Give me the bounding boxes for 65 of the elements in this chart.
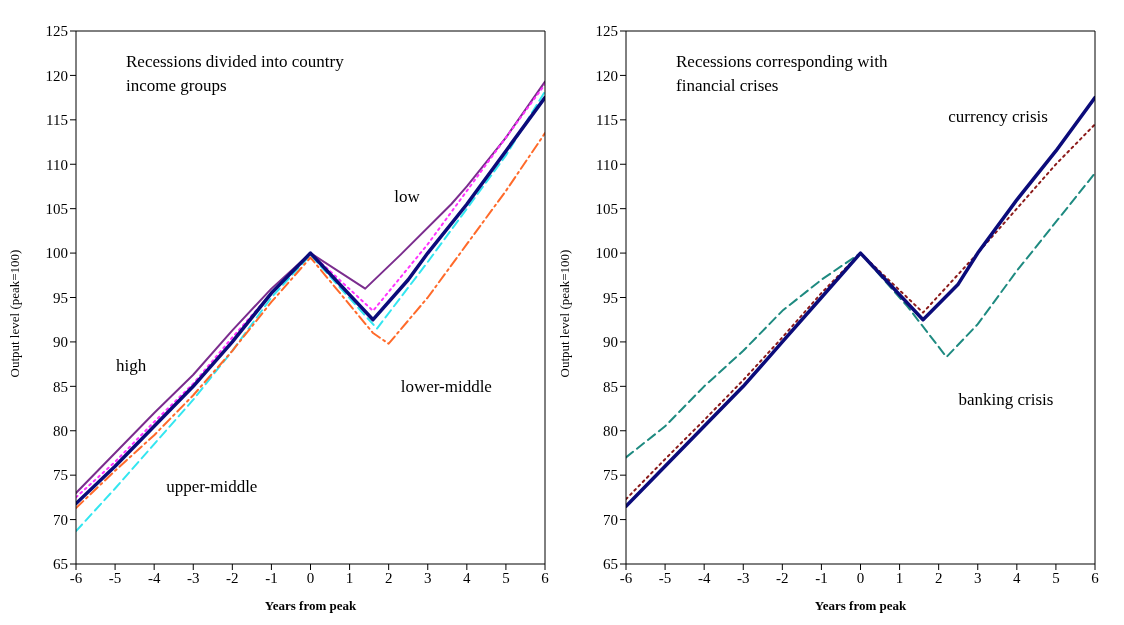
y-tick-label: 105 [595, 200, 618, 217]
x-tick-label: 2 [934, 569, 943, 586]
y-tick-label: 70 [603, 511, 618, 528]
x-tick-label: 5 [1052, 569, 1060, 586]
y-tick-label: 95 [53, 289, 68, 306]
y-tick-label: 115 [596, 112, 618, 129]
x-tick-label: -4 [147, 569, 161, 586]
x-axis-title: Years from peak [814, 598, 907, 613]
x-tick-label: 0 [306, 569, 315, 586]
y-tick-label: 120 [45, 67, 68, 84]
y-tick-label: 105 [45, 200, 68, 217]
x-tick-label: 0 [856, 569, 865, 586]
x-tick-label: -5 [108, 569, 122, 586]
y-tick-label: 70 [53, 511, 68, 528]
x-tick-label: -3 [737, 569, 750, 586]
x-tick-label: -6 [69, 569, 83, 586]
y-tick-label: 75 [603, 467, 618, 484]
x-tick-label: -3 [187, 569, 200, 586]
y-tick-label: 125 [45, 23, 68, 40]
x-tick-label: 2 [384, 569, 393, 586]
y-tick-label: 85 [53, 378, 68, 395]
y-axis-title: Output level (peak=100) [556, 249, 572, 378]
x-tick-label: -6 [619, 569, 633, 586]
y-tick-label: 120 [595, 67, 618, 84]
y-tick-label: 90 [53, 334, 68, 351]
y-tick-label: 100 [45, 245, 68, 262]
annotation: lower-middle [400, 376, 492, 396]
annotation: banking crisis [958, 390, 1054, 410]
annotation: upper-middle [166, 477, 258, 497]
line-series [626, 172, 1095, 459]
x-tick-label: 3 [974, 569, 982, 586]
y-tick-label: 100 [595, 245, 618, 262]
x-tick-label: 4 [1013, 569, 1022, 586]
y-tick-label: 80 [53, 423, 68, 440]
y-tick-label: 80 [603, 423, 618, 440]
x-tick-label: -2 [776, 569, 789, 586]
y-tick-label: 75 [53, 467, 68, 484]
x-tick-label: 3 [424, 569, 432, 586]
y-tick-label: 65 [53, 556, 68, 573]
y-tick-label: 125 [595, 23, 618, 40]
x-tick-label: -5 [658, 569, 672, 586]
y-tick-label: 110 [46, 156, 68, 173]
text: Recessions divided into country income groups [126, 51, 345, 97]
x-tick-label: 1 [895, 569, 904, 586]
y-axis-title: Output level (peak=100) [6, 249, 22, 378]
annotation: currency crisis [948, 107, 1048, 127]
y-tick-label: 65 [603, 556, 618, 573]
annotation: high [115, 355, 147, 375]
text: Recessions corresponding with financial crises [676, 51, 889, 97]
annotation: low [394, 187, 421, 207]
x-axis-title: Years from peak [264, 598, 357, 613]
y-tick-label: 110 [596, 156, 618, 173]
x-tick-label: -4 [697, 569, 711, 586]
x-tick-label: 4 [463, 569, 472, 586]
x-tick-label: 6 [1091, 569, 1100, 586]
x-tick-label: -2 [226, 569, 239, 586]
x-tick-label: 6 [541, 569, 550, 586]
y-tick-label: 90 [603, 334, 618, 351]
x-tick-label: -1 [265, 569, 278, 586]
y-tick-label: 95 [603, 289, 618, 306]
x-tick-label: -1 [815, 569, 828, 586]
y-tick-label: 115 [46, 112, 68, 129]
x-tick-label: 5 [502, 569, 510, 586]
y-tick-label: 85 [603, 378, 618, 395]
x-tick-label: 1 [345, 569, 354, 586]
